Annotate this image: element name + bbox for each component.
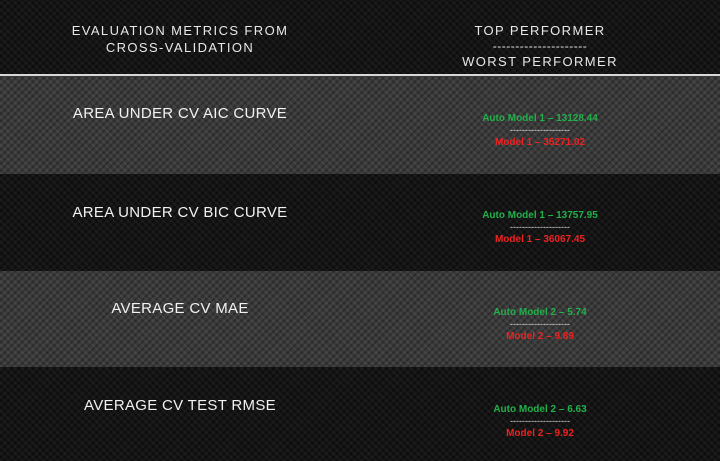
performer-column-heading: TOP PERFORMER --------------------- WORS… (430, 22, 650, 70)
result-separator: -------------------- (510, 222, 570, 232)
result-separator: -------------------- (510, 416, 570, 426)
result-separator: -------------------- (510, 125, 570, 135)
top-performer-heading: TOP PERFORMER (474, 23, 606, 38)
top-performer-value: Auto Model 2 – 5.74 (493, 307, 587, 318)
performer-result: Auto Model 1 – 13757.95 ----------------… (430, 209, 650, 246)
top-performer-value: Auto Model 1 – 13128.44 (482, 113, 598, 124)
metric-label: AREA UNDER CV BIC CURVE (72, 204, 288, 221)
table-row: AREA UNDER CV BIC CURVE Auto Model 1 – 1… (0, 174, 720, 271)
performer-result: Auto Model 2 – 6.63 --------------------… (430, 403, 650, 440)
top-performer-value: Auto Model 1 – 13757.95 (482, 210, 598, 221)
metrics-heading-line-2: CROSS-VALIDATION (105, 40, 255, 55)
performer-result: Auto Model 1 – 13128.44 ----------------… (430, 112, 650, 149)
table-row: AVERAGE CV TEST RMSE Auto Model 2 – 6.63… (0, 367, 720, 461)
worst-performer-value: Model 1 – 35271.02 (494, 137, 586, 148)
worst-performer-value: Model 1 – 36067.45 (494, 234, 586, 245)
metric-label: AVERAGE CV TEST RMSE (84, 397, 276, 414)
top-performer-value: Auto Model 2 – 6.63 (493, 404, 587, 415)
heading-separator: --------------------- (492, 39, 588, 53)
metrics-column-heading: EVALUATION METRICS FROM CROSS-VALIDATION (40, 22, 320, 56)
worst-performer-value: Model 2 – 9.89 (506, 331, 574, 342)
table-row: AVERAGE CV MAE Auto Model 2 – 5.74 -----… (0, 271, 720, 367)
table-header: EVALUATION METRICS FROM CROSS-VALIDATION… (0, 0, 720, 74)
worst-performer-value: Model 2 – 9.92 (506, 428, 574, 439)
worst-performer-heading: WORST PERFORMER (462, 54, 618, 69)
header-divider (0, 74, 720, 76)
metric-label: AVERAGE CV MAE (111, 300, 249, 317)
result-separator: -------------------- (510, 319, 570, 329)
metrics-heading-line-1: EVALUATION METRICS FROM (71, 23, 289, 38)
metric-label: AREA UNDER CV AIC CURVE (72, 105, 288, 122)
performer-result: Auto Model 2 – 5.74 --------------------… (430, 306, 650, 343)
table-row: AREA UNDER CV AIC CURVE Auto Model 1 – 1… (0, 76, 720, 174)
